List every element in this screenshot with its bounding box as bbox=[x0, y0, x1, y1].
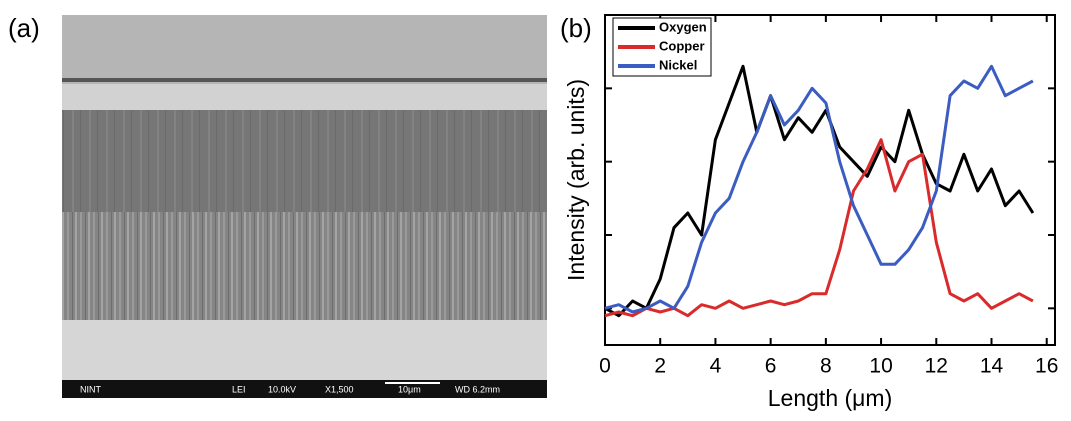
x-tick-label: 0 bbox=[599, 355, 611, 378]
x-tick-label: 2 bbox=[654, 355, 666, 378]
info-text: WD 6.2mm bbox=[455, 384, 500, 394]
x-tick-label: 16 bbox=[1035, 355, 1058, 378]
panel-label: (b) bbox=[560, 13, 592, 43]
x-tick-label: 4 bbox=[710, 355, 722, 378]
x-tick-label: 8 bbox=[820, 355, 832, 378]
panel-label: (a) bbox=[8, 13, 40, 43]
y-axis-label: Intensity (arb. units) bbox=[563, 79, 589, 281]
data-line bbox=[604, 64, 1035, 318]
x-tick-label: 10 bbox=[869, 355, 892, 378]
info-text: X1,500 bbox=[325, 384, 354, 394]
data-line bbox=[604, 138, 1034, 318]
x-axis-label: Length (μm) bbox=[768, 385, 892, 411]
info-text: NINT bbox=[80, 384, 101, 394]
info-text: LEI bbox=[232, 384, 246, 394]
legend-label: Nickel bbox=[659, 57, 697, 72]
info-text: 10μm bbox=[398, 384, 421, 394]
x-tick-label: 14 bbox=[980, 355, 1004, 378]
info-text: 10.0kV bbox=[268, 384, 296, 394]
x-tick-label: 6 bbox=[765, 355, 777, 378]
sem-image bbox=[62, 15, 547, 398]
data-line bbox=[604, 64, 1034, 314]
plot-frame bbox=[604, 14, 1056, 346]
info-bar: NINT LEI 10.0kV X1,500 10μm WD 6.2mm bbox=[80, 384, 500, 394]
x-tick-label: 12 bbox=[925, 355, 948, 378]
legend-label: Copper bbox=[659, 38, 705, 53]
legend-label: Oxygen bbox=[659, 19, 707, 34]
